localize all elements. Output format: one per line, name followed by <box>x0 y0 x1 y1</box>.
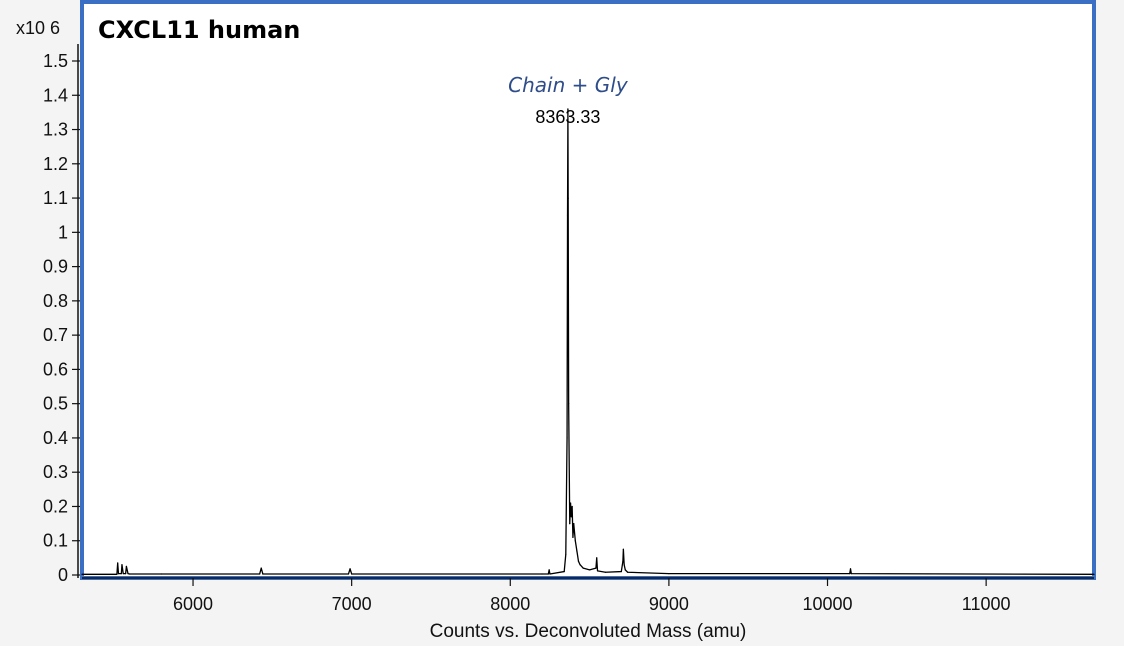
spectrum-point <box>849 573 851 575</box>
spectrum-point <box>574 540 576 542</box>
spectrum-point <box>1093 573 1095 575</box>
spectrum-point <box>849 568 852 570</box>
spectrum-point <box>160 573 162 575</box>
spectrum-point <box>128 573 131 575</box>
spectrum-point <box>566 214 569 216</box>
spectrum-point <box>668 573 670 575</box>
spectrum-point <box>125 565 128 568</box>
spectrum-point <box>81 573 83 575</box>
spectrum-point <box>260 567 262 569</box>
y-tick-label: 0 <box>58 565 68 585</box>
y-tick-label: 0.3 <box>43 462 68 482</box>
x-tick-label: 7000 <box>332 594 372 614</box>
chart-title: CXCL11 human <box>98 16 300 44</box>
y-tick-label: 0.2 <box>43 496 68 516</box>
spectrum-point <box>622 560 624 562</box>
spectrum-point <box>569 523 571 525</box>
spectrum-point <box>596 570 599 572</box>
y-ticks: 1.5 1.4 1.3 1.2 1.1 1 0.9 0.8 0.7 0.6 0.5 0.4 0.3 0.2… <box>43 51 80 585</box>
spectrum-point <box>627 571 629 573</box>
spectrum-point <box>351 573 353 575</box>
spectrum-point <box>125 573 127 575</box>
spectrum-point <box>347 573 350 575</box>
spectrum-point <box>567 108 569 110</box>
x-tick-label: 8000 <box>490 594 530 614</box>
spectrum-point <box>582 567 584 569</box>
spectrum-point <box>576 550 578 552</box>
spectrum-point <box>570 516 572 518</box>
series-layer <box>81 108 1095 575</box>
x-ticks: 6000 7000 8000 9000 10000 11000 <box>173 578 1010 614</box>
y-tick-label: 0.8 <box>43 291 68 311</box>
spectrum-point <box>565 553 567 556</box>
spectrum-point <box>595 567 597 569</box>
spectrum-point <box>568 403 570 405</box>
spectrum-point <box>604 571 607 573</box>
y-tick-label: 1.2 <box>43 154 68 174</box>
spectrum-point <box>120 573 122 575</box>
y-tick-label: 0.9 <box>43 257 68 277</box>
x-tick-label: 11000 <box>962 594 1011 614</box>
y-tick-label: 1.3 <box>43 120 68 140</box>
spectrum-point <box>623 564 625 566</box>
y-multiplier-label: x10 6 <box>16 18 60 38</box>
y-tick-label: 1.1 <box>43 188 68 208</box>
spectrum-point <box>572 536 574 538</box>
spectrum-point <box>117 573 120 575</box>
spectrum-point <box>567 197 569 199</box>
spectrum-point <box>548 569 550 571</box>
y-tick-label: 1.5 <box>43 51 68 71</box>
y-tick-label: 0.7 <box>43 325 68 345</box>
spectrum-point <box>569 502 572 504</box>
spectrum-point <box>122 573 124 575</box>
y-tick-label: 0.4 <box>43 428 68 448</box>
spectrum-point <box>116 573 118 575</box>
y-tick-label: 1 <box>58 222 68 242</box>
peak-annotation-label: Chain + Gly <box>508 73 629 97</box>
spectrum-point <box>620 570 622 573</box>
x-tick-label: 10000 <box>802 594 852 614</box>
spectrum-point <box>624 569 626 571</box>
x-axis-label: Counts vs. Deconvoluted Mass (amu) <box>430 621 747 642</box>
spectrum-point <box>588 569 591 571</box>
spectrum-point <box>596 557 598 559</box>
y-tick-label: 1.4 <box>43 85 68 105</box>
spectrum-point <box>541 573 543 575</box>
spectrum-point <box>547 573 549 575</box>
plot-frame <box>80 0 1096 580</box>
annotation-layer: Chain + Gly 8363.33 <box>508 73 629 127</box>
spectrum-point <box>121 564 123 566</box>
spectrum-point <box>573 523 575 525</box>
spectrum-point <box>549 573 551 575</box>
spectrum-point <box>579 564 581 566</box>
spectrum-point <box>117 562 119 564</box>
spectrum-point <box>127 573 129 575</box>
spectrum-point <box>259 573 261 575</box>
spectrum-point <box>566 437 568 439</box>
spectrum-point <box>622 548 624 550</box>
spectrum-point <box>262 573 264 575</box>
y-tick-label: 0.1 <box>43 531 68 551</box>
y-tick-label: 0.6 <box>43 359 68 379</box>
x-tick-label: 6000 <box>173 594 213 614</box>
peak-mass-label: 8363.33 <box>535 107 600 127</box>
spectrum-point <box>563 570 565 573</box>
spectrum-point <box>577 560 580 562</box>
y-tick-label: 0.5 <box>43 394 68 414</box>
spectrum-point <box>349 568 351 570</box>
x-tick-label: 9000 <box>649 594 689 614</box>
spectrum-point <box>850 573 852 575</box>
spectrum-point <box>571 505 573 508</box>
